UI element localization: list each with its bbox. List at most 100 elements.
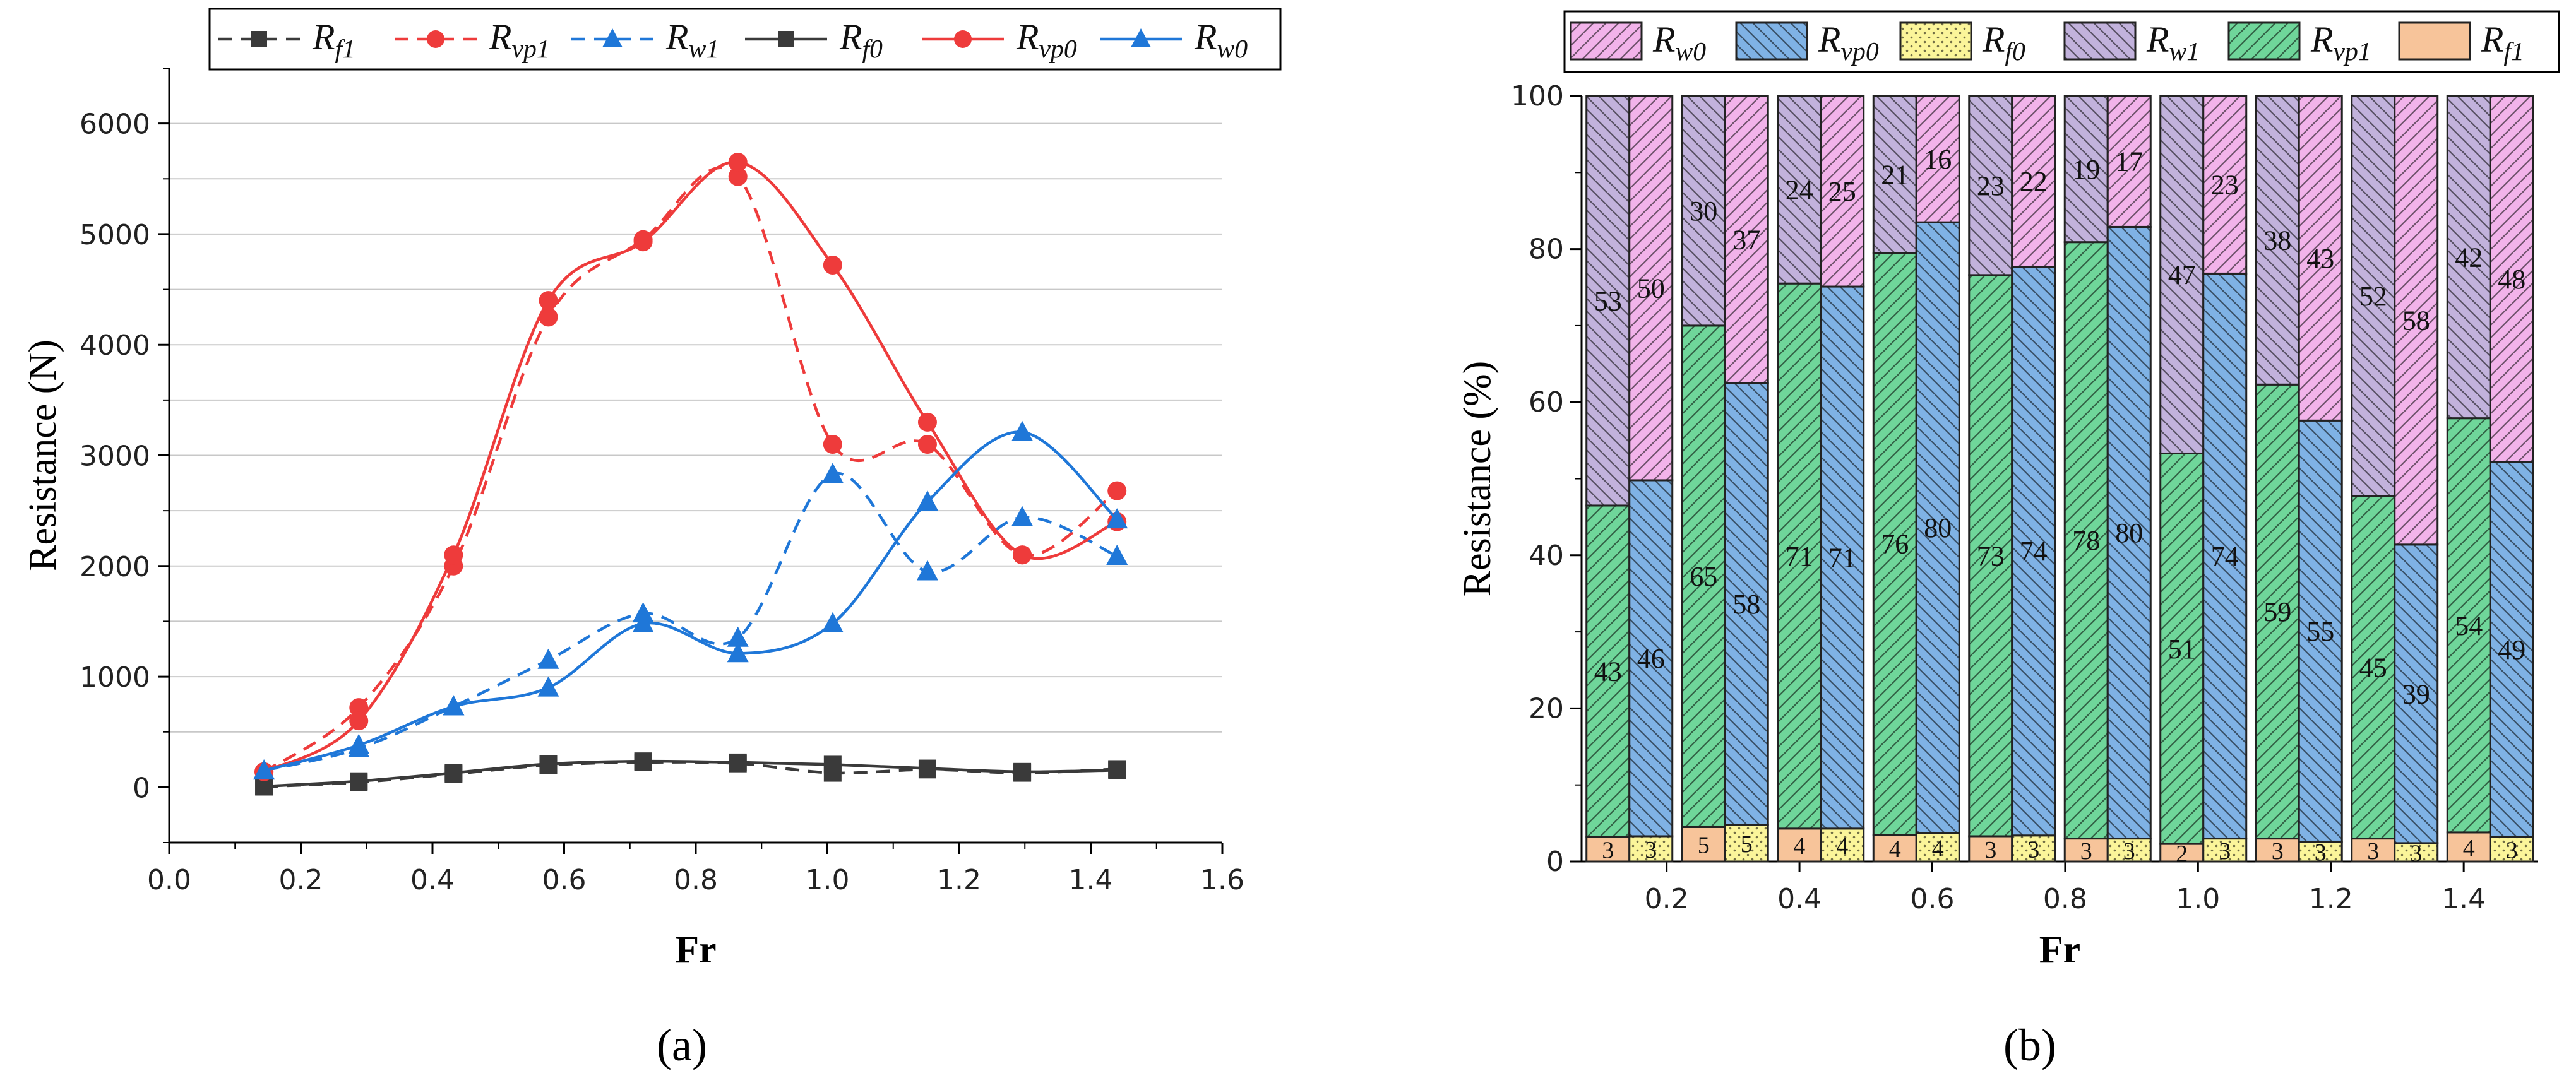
x-tick-label: 0.6 (542, 864, 587, 896)
data-point-Rf0-3 (539, 755, 558, 773)
bar-label-Rw1-9: 42 (2455, 242, 2483, 273)
bar-Rvp0-7-hatch (2299, 420, 2342, 842)
bar-Rvp1-2 (1777, 282, 1822, 830)
legend-b-swatch-fill-Rf1 (2399, 23, 2470, 59)
bar-Rvp1-2-hatch (1777, 283, 1821, 829)
bar-label-Rw1-5: 19 (2072, 154, 2100, 185)
data-point-Rw0-0 (253, 759, 275, 780)
bar-group-3: 4 76 21 4 80 16 (1872, 95, 1960, 863)
bar-label-Rvp0-2: 71 (1828, 542, 1856, 573)
bar-Rw0-9-hatch (2490, 96, 2534, 462)
data-point-Rw0-1 (348, 733, 370, 754)
legend-a-label-Rw0: Rw0 (1194, 16, 1248, 64)
bar-group-9: 4 54 42 3 49 48 (2446, 95, 2534, 864)
bar-Rvp1-1 (1681, 324, 1726, 828)
panel-label-b: (b) (2003, 1020, 2056, 1070)
data-point-Rw0-5 (727, 642, 749, 663)
series-line-Rvp1 (263, 166, 1118, 773)
b-y-tick-label: 80 (1529, 234, 1564, 266)
legend-b-swatch-border-Rw0 (1570, 21, 1643, 61)
bar-label-Rw1-6: 47 (2168, 259, 2196, 290)
series-Rf1 (255, 753, 1126, 796)
legend-b-box (1563, 10, 2560, 73)
bar-Rf1-1-fill (1682, 827, 1726, 862)
bar-label-Rf1-8: 3 (2367, 838, 2379, 865)
bar-Rf0-0 (1628, 835, 1674, 863)
bar-Rvp0-9 (2489, 461, 2534, 838)
legend-b-swatch-border-Rvp1 (2227, 21, 2301, 61)
bar-label-Rvp0-3: 80 (1924, 512, 1952, 543)
bar-Rf0-0-hatch (1629, 836, 1673, 862)
bar-label-Rvp1-0: 43 (1594, 656, 1622, 687)
data-point-Rf0-2 (444, 764, 463, 782)
bar-label-Rw1-0: 53 (1594, 285, 1622, 316)
bar-label-Rvp0-1: 58 (1732, 589, 1760, 620)
y-tick-label: 0 (133, 772, 150, 804)
bar-Rvp0-4-hatch (2012, 266, 2055, 836)
bar-group-2: 4 71 24 4 71 25 (1777, 95, 1865, 863)
b-y-tick-label: 0 (1546, 846, 1564, 878)
bar-Rvp0-5-hatch (2108, 227, 2151, 839)
b-x-tick-label: 0.4 (1777, 883, 1822, 915)
bar-Rw0-2-hatch (1820, 96, 1864, 287)
bar-label-Rvp1-3: 76 (1881, 529, 1909, 560)
bar-Rw1-4-hatch (1969, 96, 2012, 275)
data-point-Rvp0-6 (823, 256, 842, 275)
x-axis-label: Fr (675, 928, 716, 971)
bar-label-Rw0-5: 17 (2115, 146, 2143, 177)
bar-Rvp1-6-hatch (2160, 453, 2203, 844)
data-point-Rw0-9 (1106, 508, 1128, 529)
legend-a-marker-Rw0 (1131, 28, 1151, 47)
legend-b-swatch-hatch-Rw0 (1571, 23, 1642, 59)
bar-Rvp0-2-hatch (1820, 287, 1864, 829)
bar-group-7: 3 59 38 3 55 43 (2255, 95, 2343, 866)
bar-group-1: 5 65 30 5 58 37 (1681, 95, 1769, 863)
y-tick-label: 5000 (80, 219, 150, 251)
bar-Rw0-0-border (1628, 95, 1674, 482)
bar-Rw1-5 (2063, 95, 2109, 244)
bar-label-Rw0-0: 50 (1637, 273, 1665, 304)
bar-Rf1-5-fill (2065, 838, 2108, 862)
bar-Rw0-6-hatch (2203, 96, 2246, 274)
legend-b-label-Rw0: Rw0 (1652, 19, 1706, 66)
bar-label-Rw0-9: 48 (2498, 264, 2525, 295)
x-tick-label: 0.0 (147, 864, 191, 896)
bar-Rf1-3-fill (1873, 834, 1917, 862)
bar-Rw0-7 (2298, 95, 2343, 422)
bar-label-Rf1-9: 4 (2463, 835, 2475, 862)
bar-Rw0-1 (1724, 95, 1769, 384)
bar-Rw1-7-hatch (2256, 96, 2299, 385)
legend-b-swatch-box-Rvp0 (1735, 21, 1808, 61)
bar-Rvp1-1-hatch (1682, 325, 1726, 827)
bar-Rvp1-8-hatch (2351, 496, 2395, 839)
bar-Rf0-4 (2011, 834, 2056, 863)
b-y-tick-label: 100 (1511, 80, 1564, 112)
bar-Rw0-9-border (2489, 95, 2534, 463)
legend-b-swatch-border-Rw1 (2063, 21, 2137, 61)
y-tick-label: 3000 (80, 441, 150, 473)
bar-Rw0-6 (2202, 95, 2248, 275)
data-point-Rf0-1 (350, 772, 368, 790)
bar-Rvp0-8-hatch (2394, 544, 2438, 843)
bar-Rvp0-0 (1628, 479, 1674, 838)
legend-b-label-Rvp1: Rvp1 (2310, 19, 2371, 66)
bar-label-Rf0-0: 3 (1645, 837, 1657, 863)
bar-Rvp1-7 (2255, 383, 2300, 840)
legend-b-swatch-hatch-Rvp1 (2229, 23, 2299, 59)
data-point-Rf0-9 (1108, 761, 1126, 779)
bar-Rf0-6-hatch (2203, 838, 2246, 862)
bar-Rvp1-3-hatch (1873, 252, 1917, 835)
bar-label-Rf1-1: 5 (1698, 832, 1710, 859)
bar-Rw1-2 (1777, 95, 1822, 285)
data-point-Rf0-5 (729, 753, 747, 771)
series-Rvp0 (254, 152, 1127, 781)
bar-label-Rf0-7: 3 (2315, 839, 2327, 866)
bar-Rw0-5-hatch (2108, 96, 2151, 227)
bar-Rvp1-9 (2446, 417, 2491, 834)
bar-label-Rf0-9: 3 (2506, 838, 2518, 864)
bar-Rvp0-4 (2011, 265, 2056, 837)
data-point-Rf0-4 (634, 752, 652, 771)
bar-Rw1-9 (2446, 95, 2491, 420)
series-Rf0 (255, 752, 1126, 795)
bar-Rf0-3-hatch (1916, 833, 1960, 862)
